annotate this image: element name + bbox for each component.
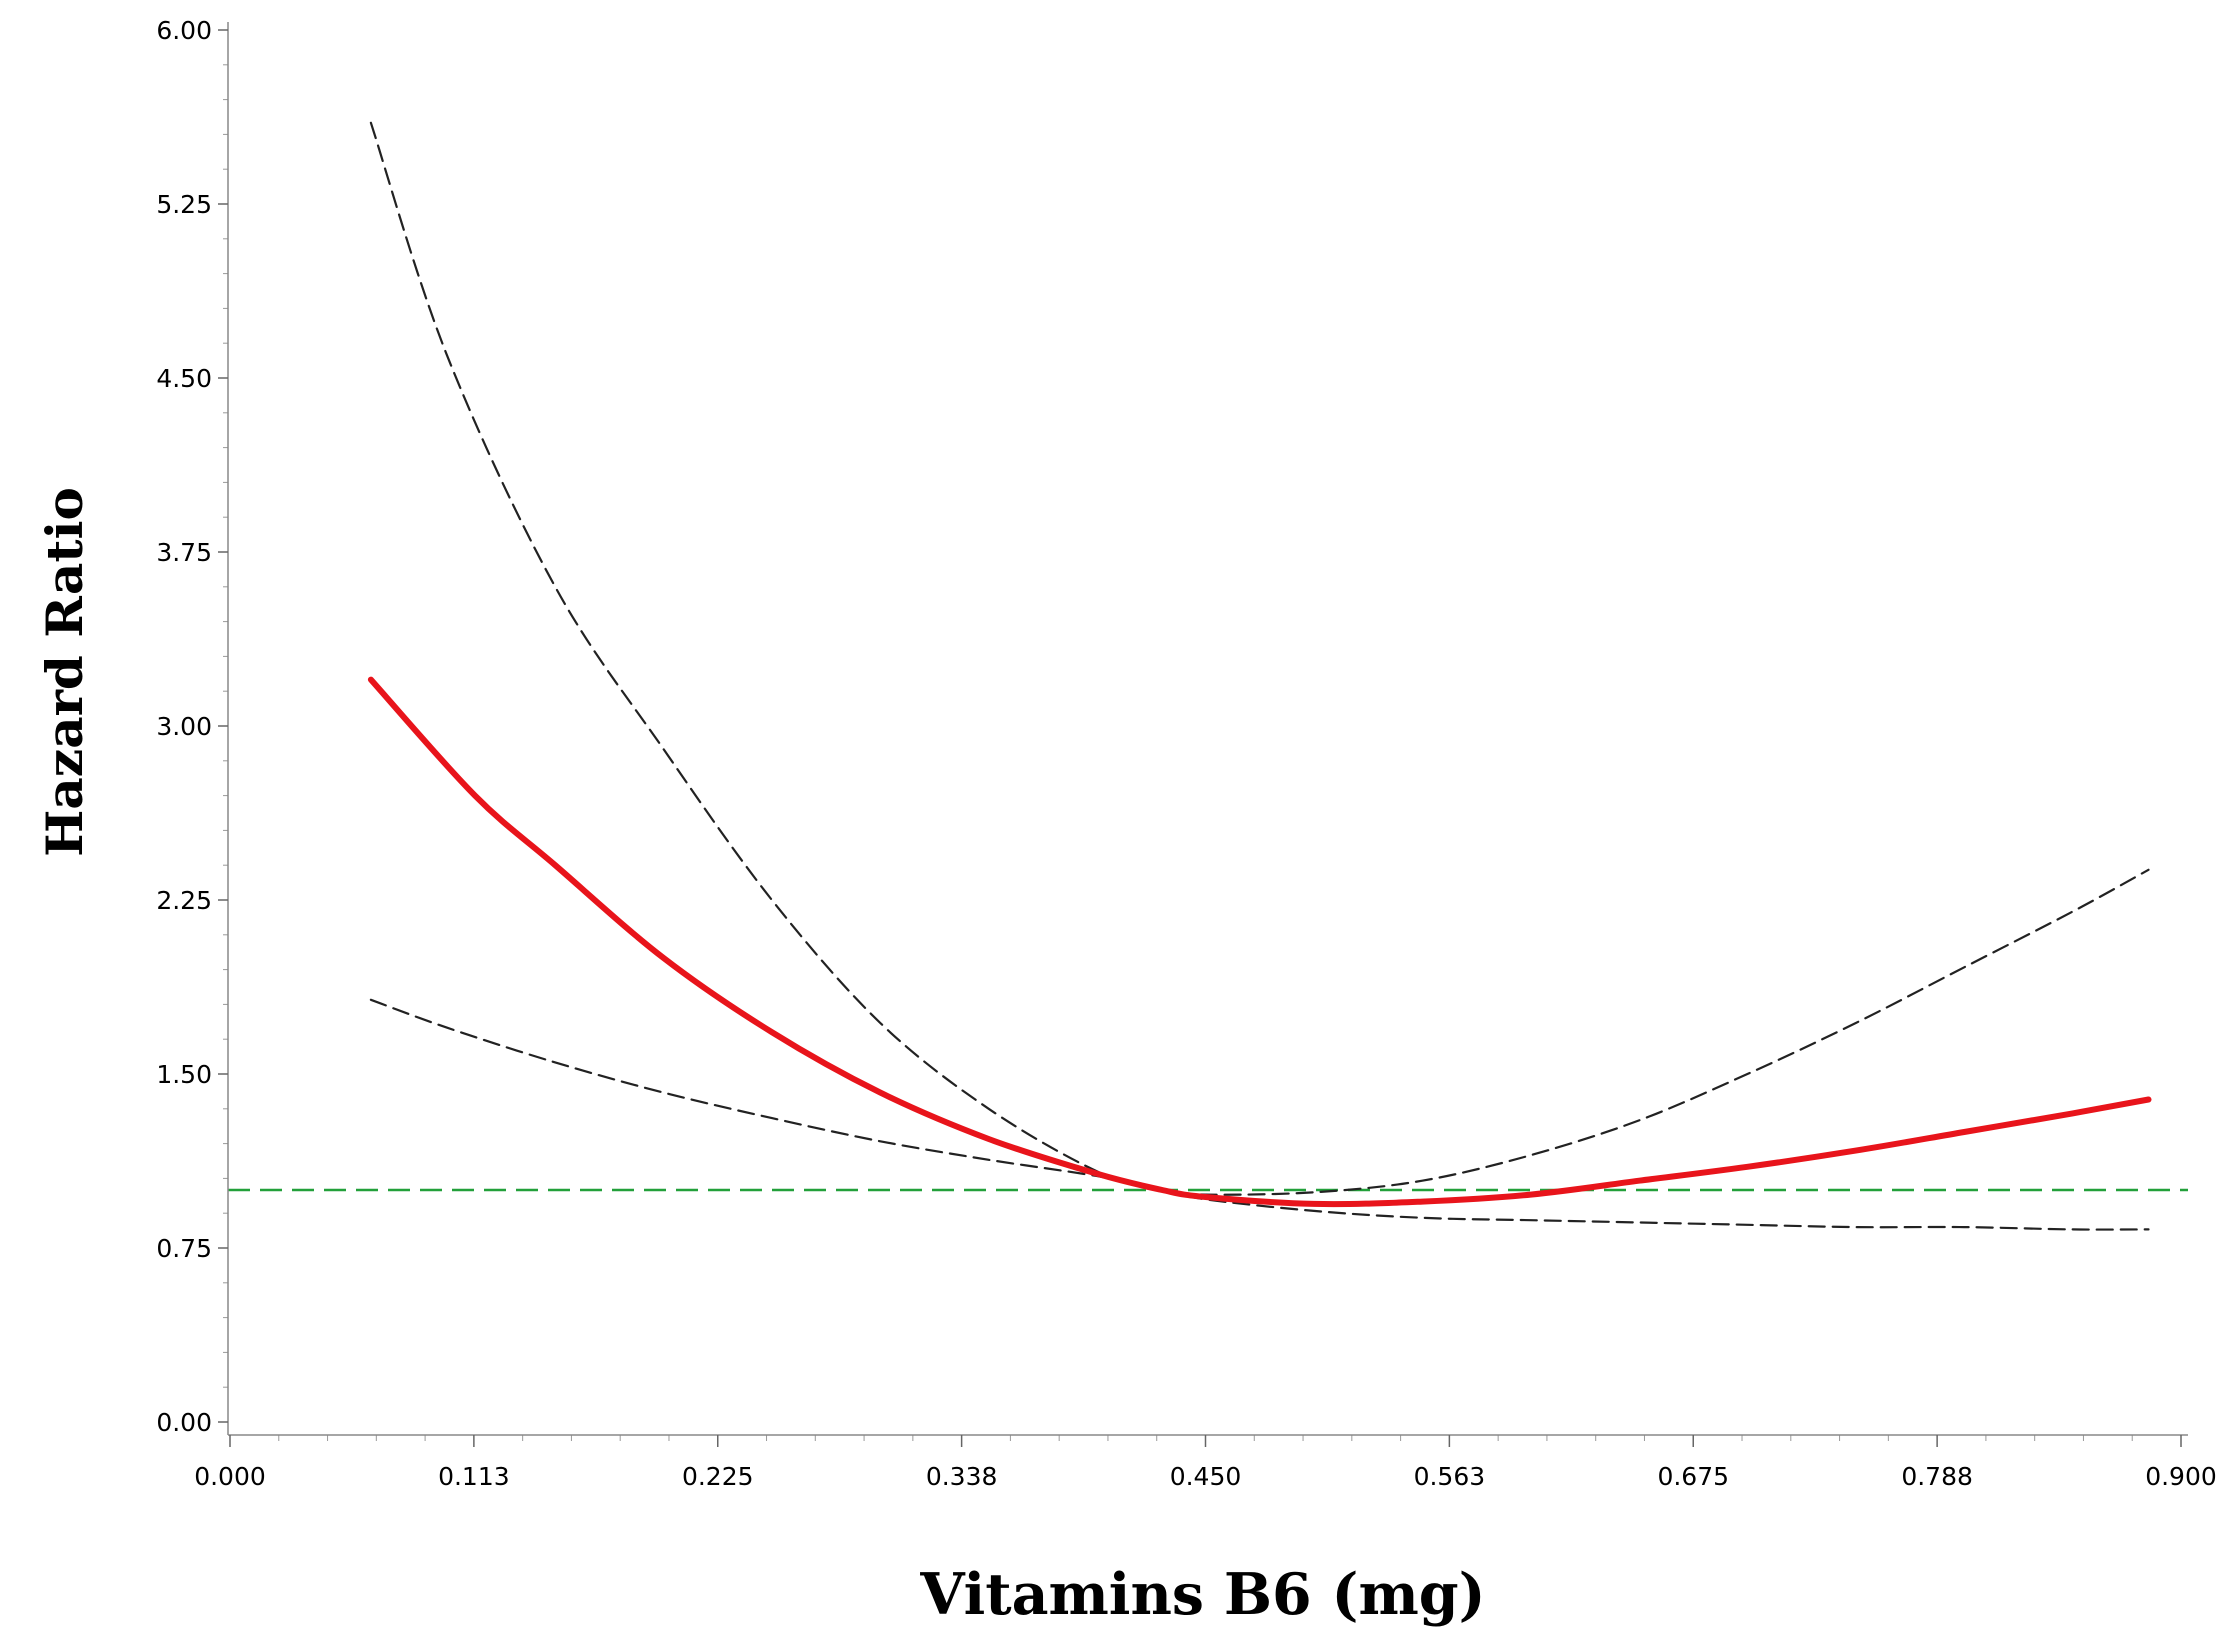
y-tick-label: 4.50 <box>156 364 212 393</box>
y-tick-label: 6.00 <box>156 16 212 45</box>
x-tick-label: 0.113 <box>438 1462 510 1491</box>
y-axis-title: Hazard Ratio <box>35 487 94 857</box>
hazard-ratio-line <box>367 676 2152 1208</box>
ci-upper-line <box>369 121 2150 1196</box>
x-tick-label: 0.450 <box>1170 1462 1242 1491</box>
y-tick-label: 0.75 <box>156 1234 212 1263</box>
x-tick-label: 0.338 <box>926 1462 998 1491</box>
y-tick-label: 3.75 <box>156 538 212 567</box>
y-tick-label: 1.50 <box>156 1060 212 1089</box>
x-tick-label: 0.000 <box>194 1462 266 1491</box>
axes-layer <box>218 22 2188 1447</box>
y-tick-label: 5.25 <box>156 190 212 219</box>
minor-ticks <box>223 64 2133 1441</box>
x-tick-label: 0.788 <box>1901 1462 1973 1491</box>
y-tick-label: 0.00 <box>156 1408 212 1437</box>
y-tick-labels: 0.00 0.75 1.50 2.25 3.00 3.75 4.50 5.25 6.00 <box>156 16 212 1437</box>
x-axis-title: Vitamins B6 (mg) <box>919 1561 1485 1628</box>
series-layer <box>367 121 2152 1231</box>
x-tick-labels: 0.000 0.113 0.225 0.338 0.450 0.563 0.675 0.788… <box>194 1462 2217 1491</box>
x-tick-label: 0.563 <box>1414 1462 1486 1491</box>
y-tick-label: 3.00 <box>156 712 212 741</box>
x-tick-label: 0.675 <box>1657 1462 1729 1491</box>
y-tick-label: 2.25 <box>156 886 212 915</box>
x-tick-label: 0.225 <box>682 1462 754 1491</box>
x-tick-label: 0.900 <box>2145 1462 2217 1491</box>
